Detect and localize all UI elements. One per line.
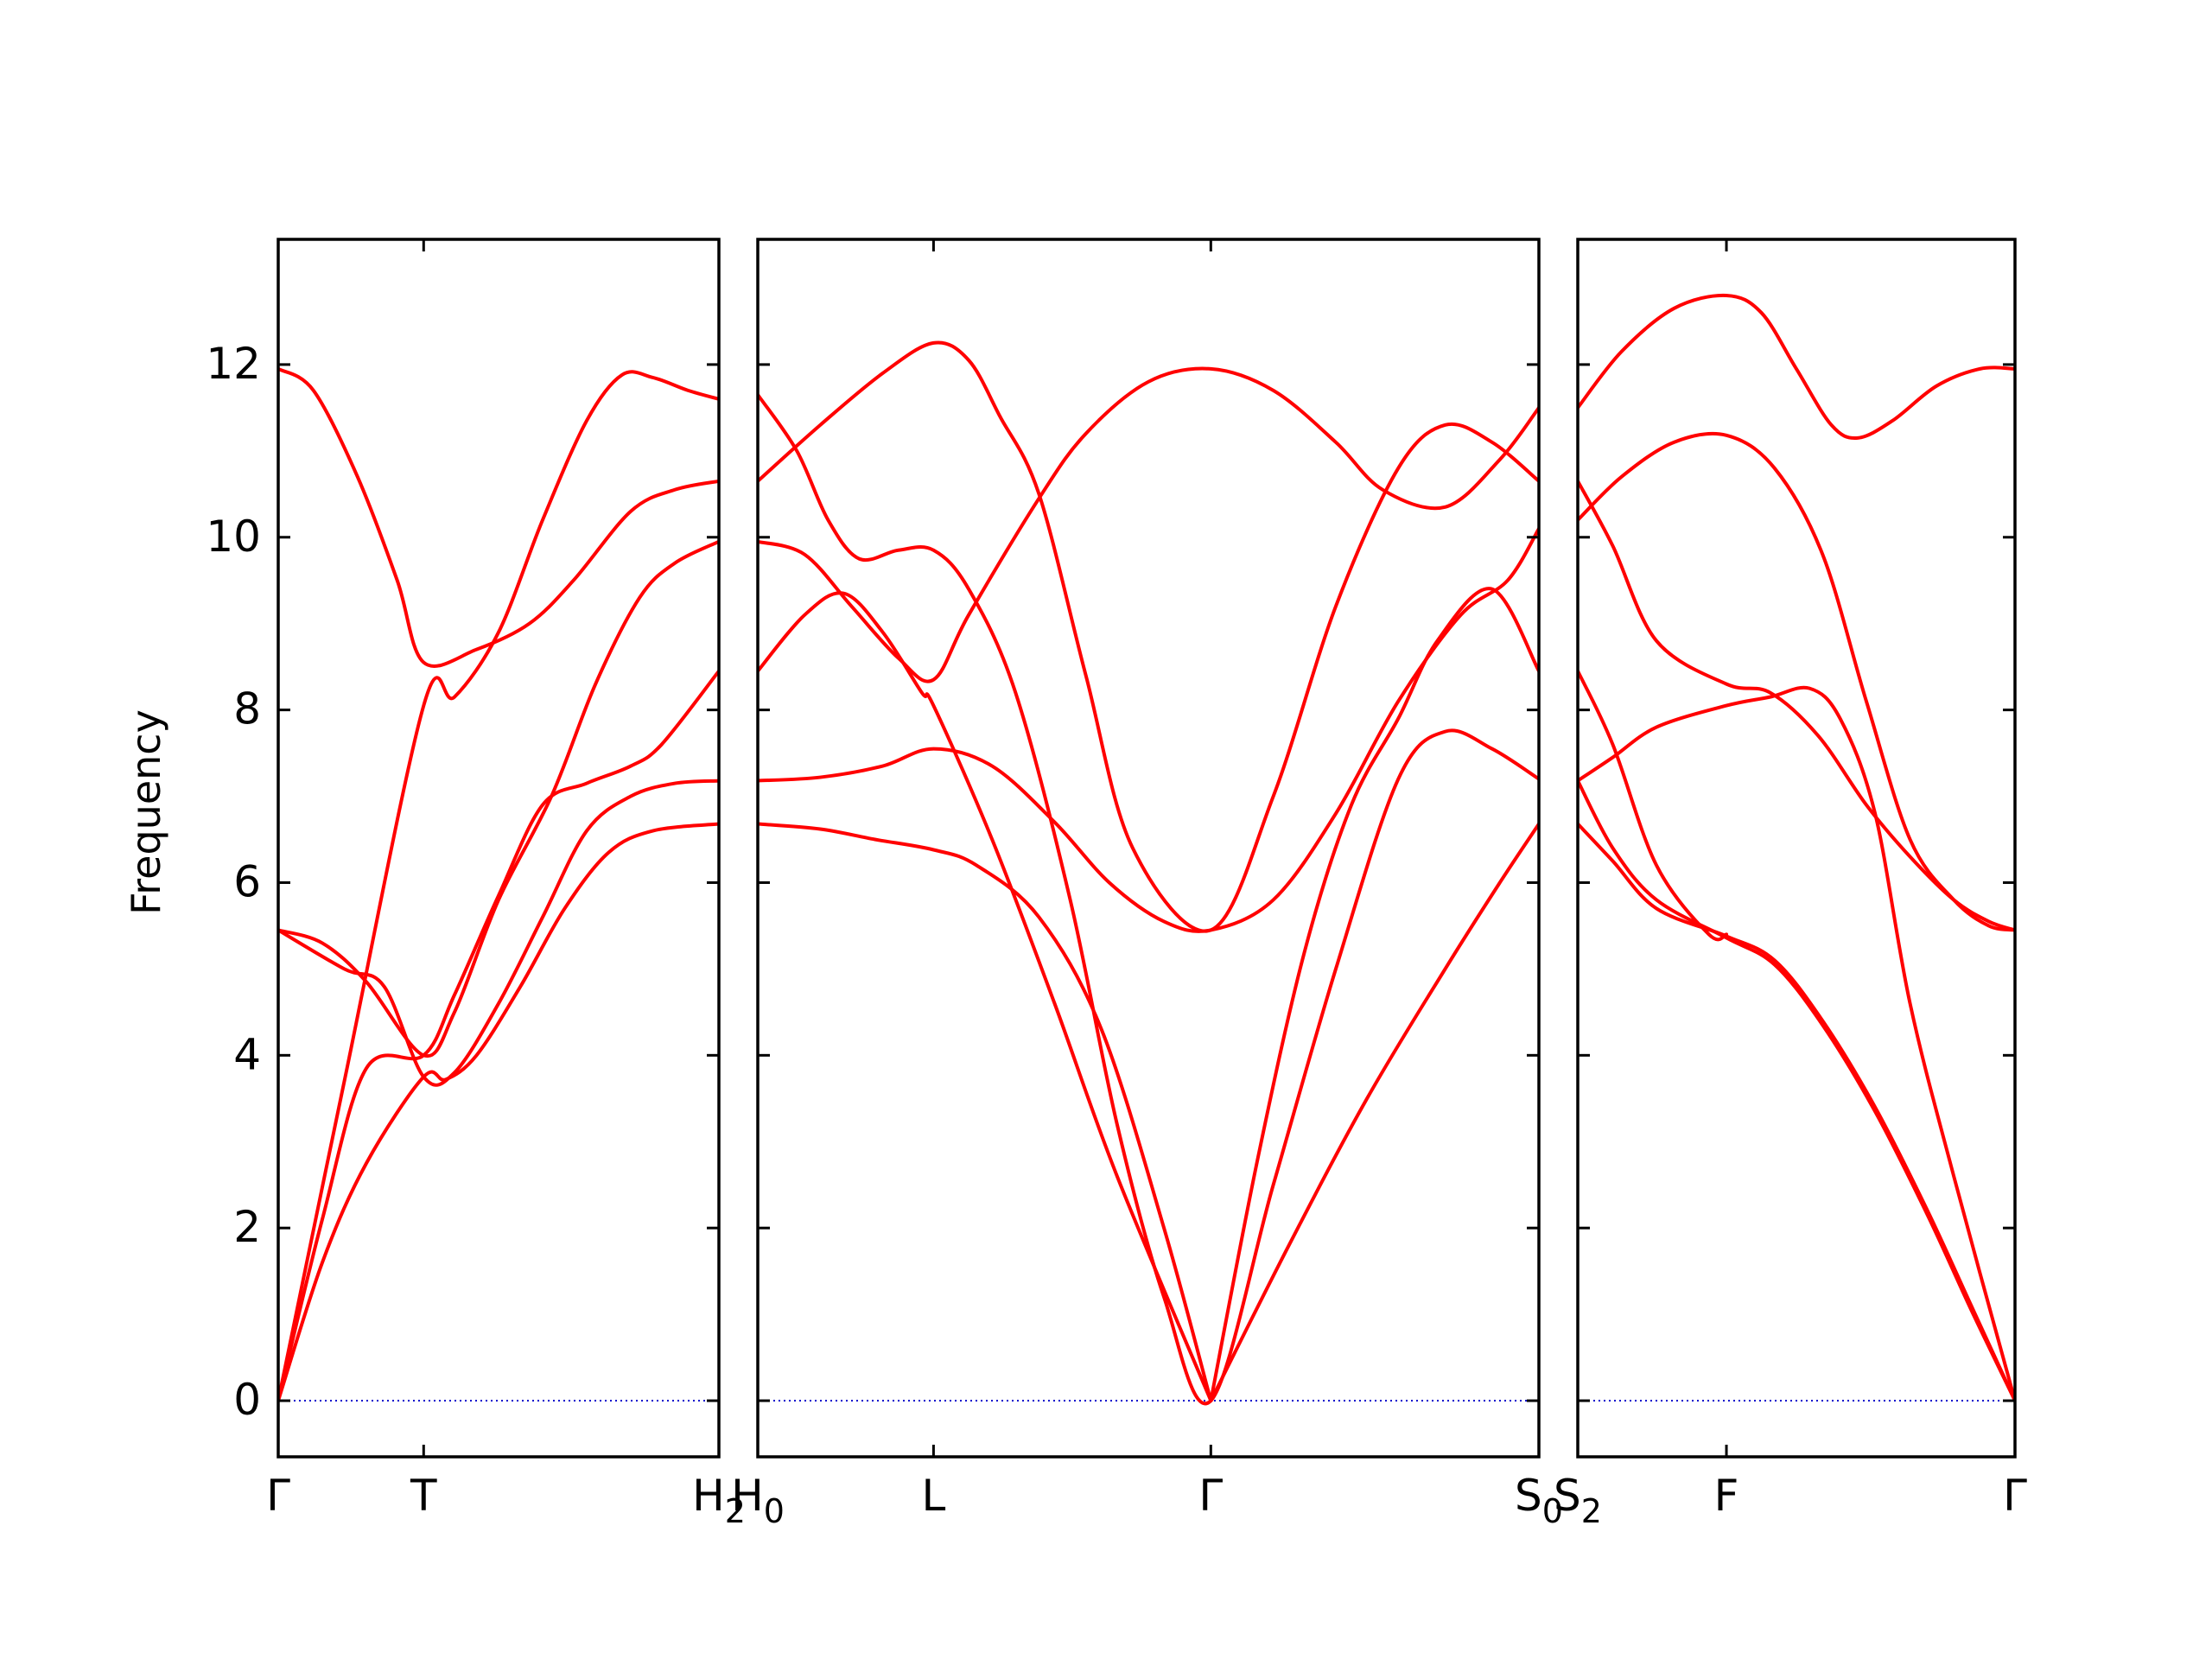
x-tick-label: L [921,1471,945,1521]
band-1-5 [278,779,719,1087]
band-3-4 [1578,685,2015,1403]
x-tick-label: H2 [692,1471,746,1530]
y-tick-label: 2 [233,1202,261,1252]
panel-3: S2 F Γ [1554,238,2027,1530]
band-1-2 [278,669,719,1403]
band-2-7 [1209,822,1539,1403]
x-tick-label: Γ [1198,1471,1223,1521]
band-3-2 [1578,779,2015,1403]
y-tick-label: 0 [233,1375,261,1425]
x-tick-label: Γ [266,1471,290,1521]
y-tick-label: 6 [233,856,261,906]
band-1-3 [278,370,719,1403]
panel-frame [1576,238,2017,1459]
band-3-3 [1578,669,1729,942]
bands [1578,293,2015,1403]
band-3-5 [1578,479,2015,932]
band-3-1 [1578,822,2015,1403]
x-tick-label: T [410,1471,437,1521]
band-3-7 [1578,293,2015,440]
band-3-6 [1578,431,2015,932]
band-2-5 [758,340,1539,933]
panel-2: H0 L Γ S0 [731,238,1563,1530]
bands [278,366,719,1403]
x-tick-label: F [1714,1471,1739,1521]
band-2-1 [758,822,1213,1403]
panel-frame [756,238,1541,1459]
y-tick-label: 4 [233,1029,261,1079]
y-tick-label: 12 [206,339,261,389]
band-2-3 [758,591,1213,1403]
panel-frame [276,238,721,1459]
band-2-8 [1209,587,1539,1403]
x-tick-label: Γ [2003,1471,2027,1521]
band-2-6 [758,392,1539,1406]
bands [758,340,1539,1406]
band-1-6 [278,366,719,668]
y-tick-label: 10 [206,512,261,562]
band-1-1 [278,822,719,1403]
band-2-2 [758,526,1539,933]
y-axis-label: Frequency [123,709,169,915]
band-2-4 [758,366,1539,683]
y-tick-label: 8 [233,684,261,734]
band-1-4 [278,539,719,1058]
panel-1: 0 2 4 6 8 10 12 Γ T H2 [206,238,746,1530]
